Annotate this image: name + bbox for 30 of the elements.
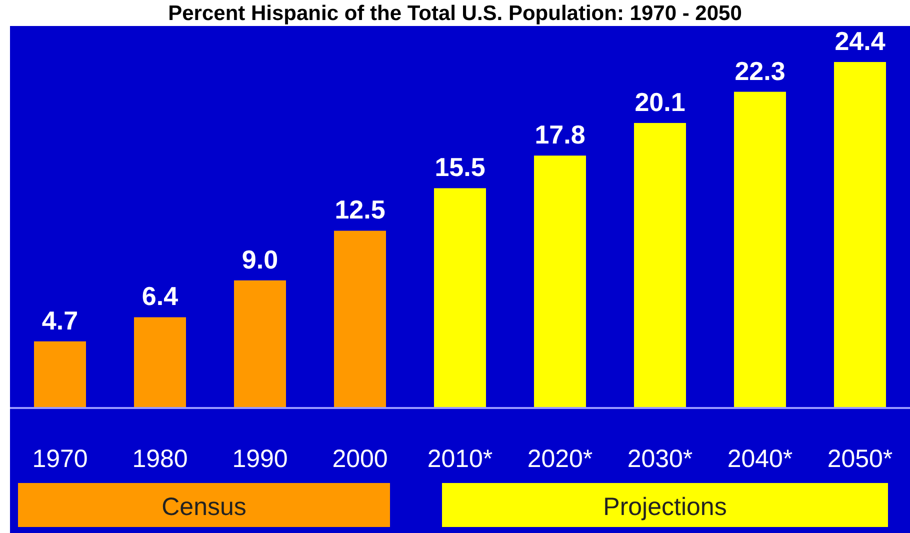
x-tick-label: 1990 [232,445,288,473]
x-tick-label: 2030* [627,445,693,473]
data-label: 6.4 [142,281,179,312]
x-tick-label: 2020* [527,445,593,473]
chart-title: Percent Hispanic of the Total U.S. Population: 1970 - 2050 [168,2,742,25]
data-label: 20.1 [634,86,686,117]
bar [34,341,86,408]
bar [834,62,886,408]
data-label: 4.7 [42,305,78,336]
bar [734,92,786,408]
x-tick-label: 1970 [32,445,88,473]
bar [634,122,686,408]
bar [434,188,486,408]
bar [234,280,286,408]
x-tick-label: 2040* [727,445,793,473]
x-tick-label: 1980 [132,445,188,473]
x-tick-label: 2050* [827,445,893,473]
bar [334,230,386,408]
x-tick-label: 2010* [427,445,493,473]
x-tick-label: 2000 [332,445,388,473]
bar [534,156,586,408]
bar [134,317,186,408]
text: Census [162,493,246,521]
data-label: 12.5 [334,194,386,225]
data-label: 22.3 [734,56,786,86]
data-label: 17.8 [534,120,586,150]
data-label: 9.0 [242,244,278,274]
text: Projections [603,493,727,521]
data-label: 15.5 [434,152,486,182]
data-label: 24.4 [834,26,886,56]
